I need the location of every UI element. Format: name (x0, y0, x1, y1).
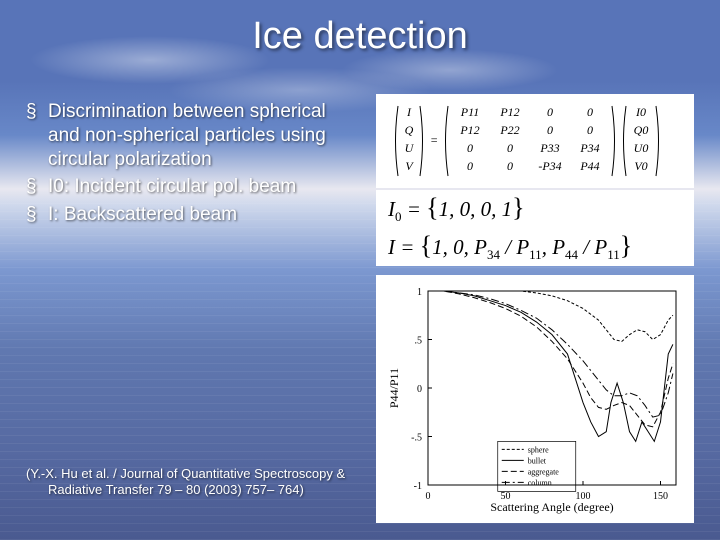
bullet-item: I: Backscattered beam (26, 203, 356, 227)
svg-text:P34: P34 (579, 141, 599, 155)
equation-i: I = {1, 0, P34 / P11, P44 / P11} (388, 231, 682, 263)
svg-text:P33: P33 (539, 141, 559, 155)
svg-text:1: 1 (417, 287, 422, 298)
eq-lhs: I0 (388, 197, 402, 221)
eq-eq: = (407, 197, 426, 221)
svg-text:Scattering Angle (degree): Scattering Angle (degree) (490, 500, 613, 514)
svg-text:-1: -1 (414, 481, 422, 492)
svg-text:I: I (406, 105, 412, 119)
intensity-equations-panel: I0 = {1, 0, 0, 1} I = {1, 0, P34 / P11, … (376, 190, 694, 266)
svg-text:0: 0 (426, 491, 431, 502)
svg-text:U: U (405, 141, 415, 155)
svg-text:0: 0 (587, 123, 593, 137)
matrix-equation-panel: IQUV = P11 P12 0 0 P12 P22 0 0 0 0 P33 P34 0 0 -P34 P44 I0… (376, 94, 694, 188)
svg-text:-.5: -.5 (411, 433, 422, 444)
chart-panel: 050100150-1-.50.51Scattering Angle (degr… (376, 275, 694, 523)
svg-text:column: column (528, 478, 552, 487)
bullet-item: I0: Incident circular pol. beam (26, 175, 356, 199)
svg-text:V: V (405, 159, 414, 173)
bullet-item: Discrimination between spherical and non… (26, 100, 356, 171)
svg-text:U0: U0 (634, 141, 649, 155)
eq-rhs: 1, 0, 0, 1 (439, 197, 513, 221)
eq-rhs: 1, 0, P34 / P11, P44 / P11 (432, 235, 620, 259)
equation-i0: I0 = {1, 0, 0, 1} (388, 193, 682, 225)
eq-eq: = (400, 235, 419, 259)
scattering-chart: 050100150-1-.50.51Scattering Angle (degr… (384, 283, 686, 515)
matrix-svg: IQUV = P11 P12 0 0 P12 P22 0 0 0 0 P33 P34 0 0 -P34 P44 I0… (384, 100, 686, 182)
bullet-text: I: Backscattered beam (48, 203, 356, 227)
citation-text: (Y.-X. Hu et al. / Journal of Quantitati… (26, 466, 356, 499)
svg-text:P44: P44 (579, 159, 599, 173)
svg-text:P12: P12 (459, 123, 479, 137)
citation: (Y.-X. Hu et al. / Journal of Quantitati… (26, 466, 356, 499)
svg-text:0: 0 (507, 141, 513, 155)
svg-text:.5: .5 (415, 336, 423, 347)
svg-text:0: 0 (507, 159, 513, 173)
svg-text:bullet: bullet (528, 456, 547, 465)
slide-title: Ice detection (0, 15, 720, 58)
svg-text:V0: V0 (634, 159, 647, 173)
left-brace-icon: { (426, 193, 438, 222)
right-brace-icon: } (620, 231, 632, 260)
svg-text:150: 150 (653, 491, 668, 502)
bullet-text: I0: Incident circular pol. beam (48, 175, 356, 199)
svg-text:P12: P12 (499, 105, 519, 119)
svg-text:0: 0 (587, 105, 593, 119)
bullet-text: Discrimination between spherical and non… (48, 100, 356, 171)
bullet-list: Discrimination between spherical and non… (26, 100, 356, 227)
svg-text:Q: Q (405, 123, 414, 137)
bullet-content: Discrimination between spherical and non… (26, 100, 356, 231)
svg-text:-P34: -P34 (538, 159, 561, 173)
eq-lhs: I (388, 235, 395, 259)
svg-text:0: 0 (547, 123, 553, 137)
left-brace-icon: { (420, 231, 432, 260)
svg-text:I0: I0 (635, 105, 646, 119)
svg-text:0: 0 (467, 159, 473, 173)
svg-text:0: 0 (467, 141, 473, 155)
right-brace-icon: } (512, 193, 524, 222)
svg-text:0: 0 (547, 105, 553, 119)
svg-text:Q0: Q0 (634, 123, 649, 137)
svg-text:P11: P11 (460, 105, 479, 119)
svg-text:=: = (430, 133, 438, 147)
svg-text:P44/P11: P44/P11 (387, 368, 401, 408)
svg-text:aggregate: aggregate (528, 467, 560, 476)
svg-text:P22: P22 (499, 123, 519, 137)
svg-text:0: 0 (417, 384, 422, 395)
svg-text:sphere: sphere (528, 445, 549, 454)
